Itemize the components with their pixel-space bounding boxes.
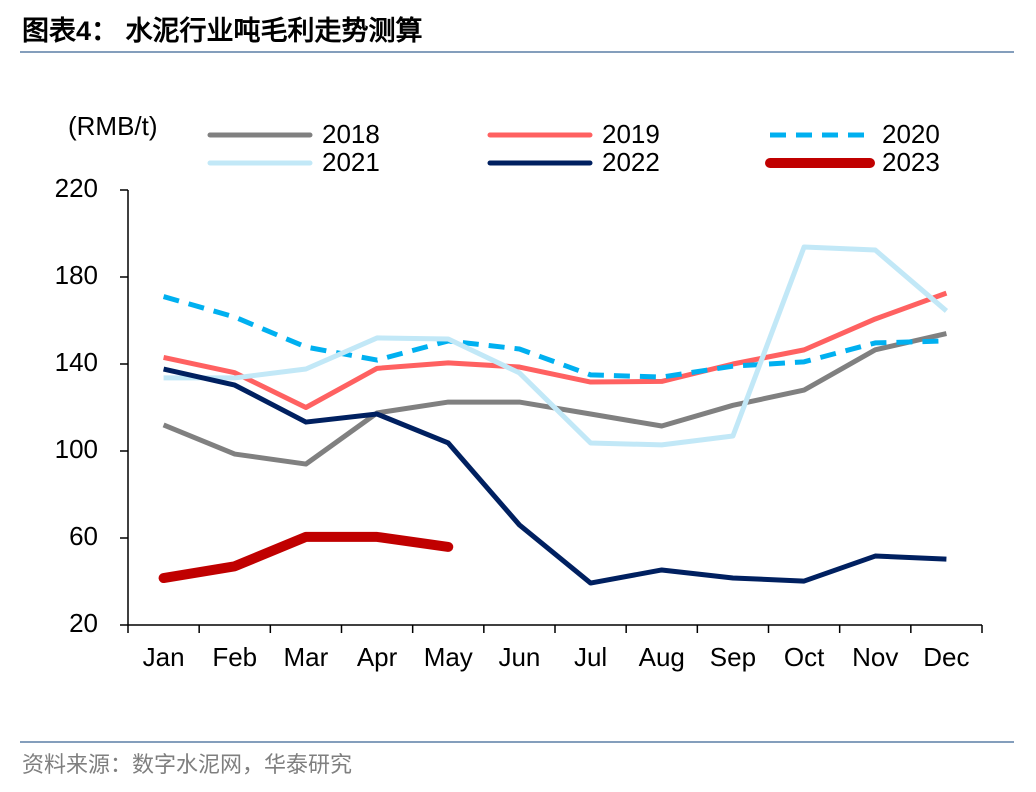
x-tick-label: Jun — [498, 642, 540, 672]
x-tick-label: Feb — [212, 642, 257, 672]
page-title: 图表4： 水泥行业吨毛利走势测算 — [22, 15, 423, 46]
x-tick-label: Jul — [574, 642, 607, 672]
legend-label: 2023 — [882, 147, 940, 177]
y-tick-label: 20 — [69, 608, 98, 638]
x-tick-label: Sep — [710, 642, 756, 672]
x-tick-label: Apr — [357, 642, 398, 672]
x-tick-label: Nov — [852, 642, 898, 672]
series-line — [162, 294, 947, 380]
x-tick-label: Mar — [284, 642, 329, 672]
series-line — [163, 244, 949, 448]
x-tick-label: Aug — [639, 642, 685, 672]
legend-label: 2020 — [882, 119, 940, 149]
series-line — [158, 531, 454, 584]
x-tick-label: Dec — [923, 642, 969, 672]
series-line — [163, 366, 947, 586]
y-axis-label: (RMB/t) — [68, 111, 158, 141]
legend-label: 2022 — [602, 147, 660, 177]
y-tick-label: 180 — [55, 260, 98, 290]
x-tick-label: May — [424, 642, 473, 672]
y-tick-label: 100 — [55, 434, 98, 464]
source: 资料来源：数字水泥网，华泰研究 — [22, 752, 352, 777]
y-tick-label: 60 — [69, 521, 98, 551]
legend-label: 2018 — [322, 119, 380, 149]
y-tick-label: 140 — [55, 347, 98, 377]
x-tick-label: Oct — [784, 642, 825, 672]
legend-label: 2021 — [322, 147, 380, 177]
series-line — [163, 290, 948, 410]
y-tick-label: 220 — [55, 173, 98, 203]
legend-label: 2019 — [602, 119, 660, 149]
x-tick-label: Jan — [143, 642, 185, 672]
